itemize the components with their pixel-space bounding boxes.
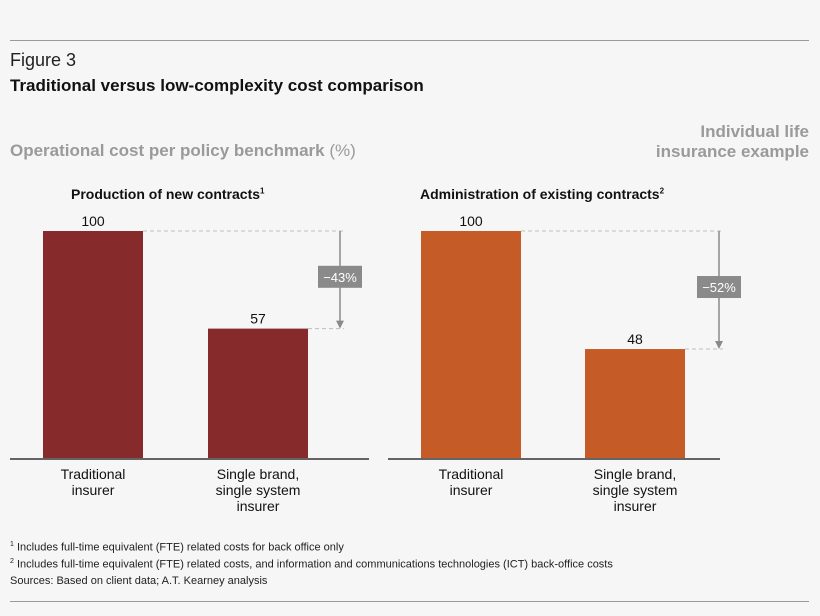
change-arrow-head: [715, 341, 723, 350]
category-label: single system: [593, 482, 678, 498]
category-label: insurer: [237, 498, 280, 514]
change-label-box: [318, 265, 362, 288]
bar-value-label: 57: [250, 311, 266, 327]
panel-title-right: Administration of existing contracts2: [420, 186, 664, 202]
category-label: single system: [216, 482, 301, 498]
bar-value-label: 48: [627, 331, 643, 347]
change-arrow-head: [336, 320, 344, 329]
change-label: −43%: [323, 270, 357, 285]
sources-text: Sources: Based on client data; A.T. Kear…: [10, 575, 268, 587]
chart-subtitle: Operational cost per policy benchmark (%…: [10, 141, 356, 161]
footnote-2: 2 Includes full-time equivalent (FTE) re…: [10, 558, 613, 571]
example-line-2: insurance example: [655, 142, 809, 161]
figure-title: Traditional versus low-complexity cost c…: [10, 76, 424, 95]
change-label-box: [697, 276, 741, 299]
panel-title-left-text: Production of new contracts: [71, 186, 261, 202]
category-label: Single brand,: [217, 466, 300, 482]
example-note: Individual life insurance example: [656, 122, 809, 162]
bar-value-label: 100: [81, 213, 105, 229]
example-line-1: Individual life: [700, 122, 809, 141]
category-label: insurer: [450, 482, 493, 498]
footnote-1: 1 Includes full-time equivalent (FTE) re…: [10, 541, 344, 554]
footnote-2-marker: 2: [10, 558, 14, 565]
footnote-1-marker: 1: [10, 541, 14, 548]
subtitle-unit: (%): [329, 141, 356, 160]
change-label: −52%: [702, 280, 736, 295]
figure-label: Figure 3: [10, 50, 77, 70]
category-label: insurer: [72, 482, 115, 498]
bar-value-label: 100: [459, 213, 483, 229]
bottom-rule: [10, 601, 809, 602]
bar-2-2: [585, 349, 685, 458]
sources-note: Sources: Based on client data; A.T. Kear…: [10, 575, 267, 587]
footnote-1-text: Includes full-time equivalent (FTE) rela…: [16, 541, 344, 554]
bar-1-2: [208, 328, 308, 458]
top-rule: [10, 40, 809, 41]
subtitle-main: Operational cost per policy benchmark: [10, 141, 325, 160]
category-label: Single brand,: [594, 466, 677, 482]
panel-title-left: Production of new contracts1: [71, 186, 264, 202]
panel-title-right-text: Administration of existing contracts: [420, 186, 660, 202]
footnote-2-text: Includes full-time equivalent (FTE) rela…: [16, 558, 613, 571]
category-label: Traditional: [439, 466, 504, 482]
panel-title-left-note: 1: [260, 186, 265, 196]
category-label: insurer: [614, 498, 657, 514]
category-label: Traditional: [61, 466, 126, 482]
bar-2-1: [421, 231, 521, 458]
panel-title-right-note: 2: [659, 186, 665, 196]
bar-1-1: [43, 231, 143, 458]
